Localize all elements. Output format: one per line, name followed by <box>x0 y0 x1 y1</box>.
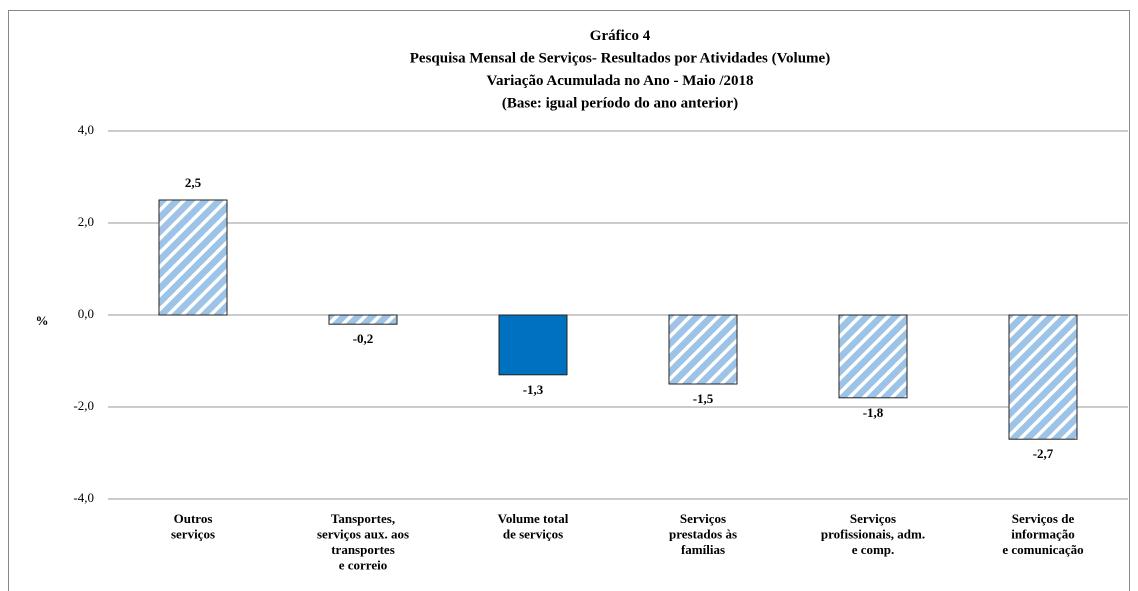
bar <box>328 314 398 325</box>
x-tick-label: Serviços profissionais, adm. e comp. <box>821 511 925 557</box>
bar <box>668 314 738 385</box>
x-tick-label: Serviços de informação e comunicação <box>1002 511 1083 557</box>
x-tick-label: Serviços prestados às famílias <box>669 511 737 557</box>
value-label: -2,7 <box>1033 446 1054 461</box>
y-tick-label: 2,0 <box>78 214 94 229</box>
y-tick-label: 0,0 <box>78 306 94 321</box>
value-label: -1,5 <box>693 391 714 406</box>
x-tick-label: Volume total de serviços <box>498 511 569 542</box>
value-label: 2,5 <box>185 175 202 190</box>
y-tick-label: -2,0 <box>73 398 94 413</box>
value-label: -1,8 <box>863 405 884 420</box>
value-label: -1,3 <box>523 382 544 397</box>
value-label: -0,2 <box>353 331 374 346</box>
bar <box>1008 314 1078 440</box>
x-tick-label: Tansportes, serviços aux. aos transportes e… <box>317 511 409 573</box>
y-tick-label: -4,0 <box>73 490 94 505</box>
y-tick-label: 4,0 <box>78 122 94 137</box>
x-tick-label: Outros serviços <box>171 511 215 542</box>
bar <box>158 199 228 316</box>
bar <box>838 314 908 399</box>
chart-title: Gráfico 4 Pesquisa Mensal de Serviços- Re… <box>410 28 830 112</box>
bar <box>498 314 568 376</box>
y-axis-label: % <box>36 313 49 328</box>
